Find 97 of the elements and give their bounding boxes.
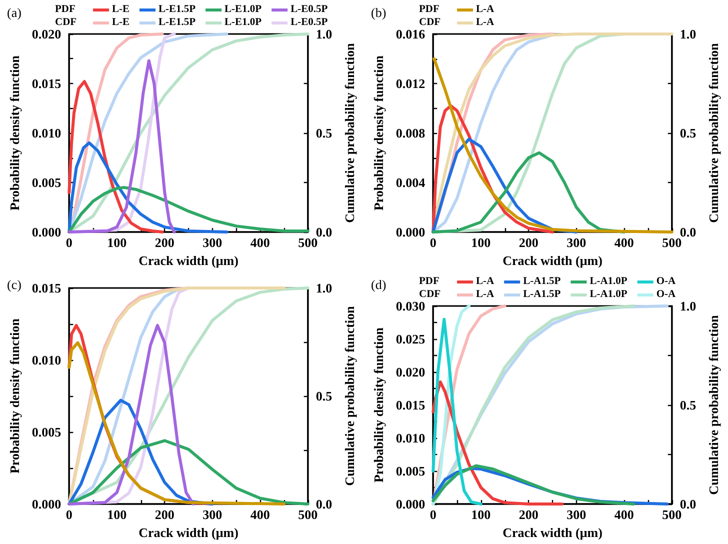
text: PDF bbox=[419, 276, 440, 287]
chart-title: (a) bbox=[7, 5, 22, 20]
y-tick-label: 0.015 bbox=[32, 76, 62, 91]
y2-tick-label: 0.5 bbox=[680, 126, 697, 140]
x-tick-label: 200 bbox=[154, 235, 174, 250]
x-tick-label: 200 bbox=[518, 507, 538, 522]
y2-tick-label: 0.5 bbox=[680, 398, 697, 412]
y2-tick-label: 0.0 bbox=[680, 224, 696, 240]
x-tick-label: 500 bbox=[298, 507, 318, 522]
y-tick-label: 0.005 bbox=[32, 175, 62, 190]
y2-axis-title: Cumulative probability function bbox=[706, 314, 721, 495]
y2-tick-label: 1.0 bbox=[316, 280, 332, 296]
x-tick-label: 500 bbox=[662, 235, 682, 250]
y2-axis-title: Cumulative probability function bbox=[706, 42, 721, 223]
legend-label: L-A1.0P bbox=[590, 289, 628, 300]
legend-label: L-A bbox=[476, 276, 494, 287]
legend-label: L-A1.0P bbox=[590, 276, 628, 287]
legend-label: L-E1.0P bbox=[224, 17, 262, 28]
y-tick-label: 0.012 bbox=[396, 76, 426, 91]
y-tick-label: 0.025 bbox=[396, 332, 426, 346]
y2-tick-label: 0.5 bbox=[316, 126, 333, 140]
legend-label: L-E1.5P bbox=[158, 17, 196, 28]
chart-title: (c) bbox=[7, 277, 22, 292]
legend-label: L-E1.5P bbox=[158, 4, 196, 15]
x-tick-label: 300 bbox=[566, 235, 586, 250]
text: CDF bbox=[419, 17, 441, 28]
y2-tick-label: 0.0 bbox=[680, 496, 696, 512]
y-tick-label: 0.005 bbox=[32, 424, 62, 440]
x-tick-label: 0 bbox=[66, 235, 72, 250]
x-tick-label: 400 bbox=[250, 507, 270, 522]
x-tick-label: 300 bbox=[202, 507, 222, 522]
y2-tick-label: 0.5 bbox=[316, 388, 333, 404]
y-tick-label: 0.030 bbox=[396, 298, 426, 314]
x-tick-label: 200 bbox=[518, 235, 538, 250]
legend-label: L-A bbox=[476, 4, 494, 15]
y2-axis-title: Cumulative probability function bbox=[342, 305, 357, 486]
y-axis-title: Probability density function bbox=[371, 326, 386, 483]
x-tick-label: 100 bbox=[471, 235, 491, 250]
y-tick-label: 0.010 bbox=[396, 430, 426, 446]
y-axis-title: Probability density function bbox=[371, 54, 386, 211]
x-axis-title: Crack width (μm) bbox=[502, 252, 602, 268]
y-tick-label: 0.020 bbox=[32, 26, 62, 42]
y2-tick-label: 1.0 bbox=[680, 298, 696, 314]
text: PDF bbox=[55, 4, 76, 15]
x-tick-label: 300 bbox=[202, 235, 222, 250]
y2-tick-label: 0.0 bbox=[316, 224, 332, 240]
y2-axis-title: Cumulative probability function bbox=[342, 42, 357, 223]
y-tick-label: 0.000 bbox=[396, 496, 426, 512]
legend-label: L-E bbox=[112, 4, 130, 15]
y2-tick-label: 1.0 bbox=[680, 26, 696, 42]
x-tick-label: 100 bbox=[107, 235, 127, 250]
x-axis-title: Crack width (μm) bbox=[502, 524, 602, 540]
legend-label: L-E1.0P bbox=[224, 4, 262, 15]
y-tick-label: 0.010 bbox=[32, 352, 62, 368]
y-tick-label: 0.000 bbox=[396, 224, 426, 240]
y2-tick-label: 0.0 bbox=[316, 496, 332, 512]
y-tick-label: 0.015 bbox=[396, 398, 426, 412]
y-axis-title: Probability density function bbox=[7, 54, 22, 211]
x-tick-label: 200 bbox=[154, 507, 174, 522]
x-tick-label: 0 bbox=[430, 507, 436, 522]
y-tick-label: 0.008 bbox=[396, 126, 426, 140]
x-tick-label: 400 bbox=[614, 507, 634, 522]
x-tick-label: 100 bbox=[107, 507, 127, 522]
legend-label: L-A1.5P bbox=[523, 289, 562, 300]
y-axis-title: Probability density function bbox=[7, 318, 22, 474]
y-tick-label: 0.004 bbox=[396, 175, 426, 190]
x-tick-label: 400 bbox=[250, 235, 270, 250]
x-tick-label: 500 bbox=[662, 507, 682, 522]
text: CDF bbox=[419, 289, 441, 300]
y-tick-label: 0.005 bbox=[396, 464, 426, 478]
y-tick-label: 0.010 bbox=[32, 126, 62, 140]
x-tick-label: 400 bbox=[614, 235, 634, 250]
legend-label: L-E bbox=[112, 17, 130, 28]
y-tick-label: 0.000 bbox=[32, 496, 62, 512]
x-axis-title: Crack width (μm) bbox=[138, 252, 238, 268]
text: PDF bbox=[419, 4, 440, 15]
legend-label: L-E0.5P bbox=[290, 4, 328, 15]
y-tick-label: 0.020 bbox=[396, 364, 426, 380]
y2-tick-label: 1.0 bbox=[316, 26, 332, 42]
y-tick-label: 0.000 bbox=[32, 224, 62, 240]
legend-label: L-E0.5P bbox=[290, 17, 328, 28]
x-tick-label: 300 bbox=[566, 507, 586, 522]
text: CDF bbox=[55, 17, 77, 28]
chart-title: (b) bbox=[371, 5, 386, 20]
legend-label: L-A1.5P bbox=[523, 276, 562, 287]
x-axis-title: Crack width (μm) bbox=[138, 524, 238, 540]
x-tick-label: 500 bbox=[298, 235, 318, 250]
legend-label: O-A bbox=[656, 276, 676, 287]
x-tick-label: 0 bbox=[430, 235, 436, 250]
legend-label: O-A bbox=[656, 289, 676, 300]
y-tick-label: 0.015 bbox=[32, 280, 62, 296]
legend-label: L-A bbox=[476, 17, 494, 28]
chart-title: (d) bbox=[371, 277, 386, 292]
x-tick-label: 0 bbox=[66, 507, 72, 522]
y-tick-label: 0.016 bbox=[396, 26, 426, 42]
x-tick-label: 100 bbox=[471, 507, 491, 522]
legend-label: L-A bbox=[476, 289, 494, 300]
